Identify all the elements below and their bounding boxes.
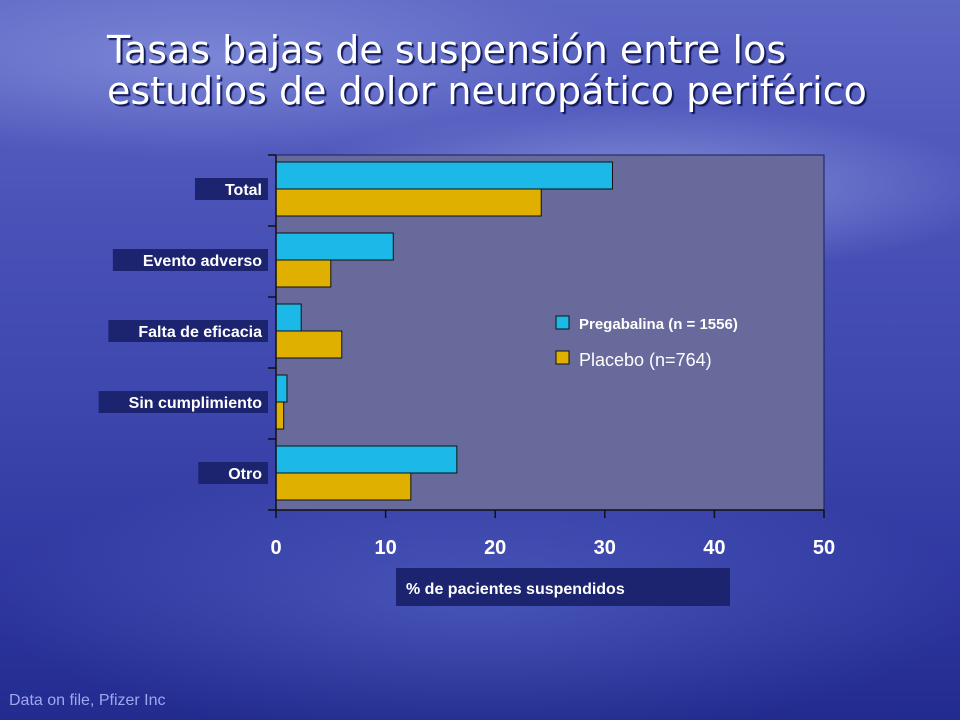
bar-pregabalina-3	[275, 374, 288, 403]
x-axis-label: % de pacientes suspendidos	[406, 581, 625, 598]
legend-label-placebo: Placebo (n=764)	[579, 350, 712, 370]
category-label-4: Otro	[228, 466, 262, 483]
legend-label-pregabalina: Pregabalina (n = 1556)	[579, 316, 738, 333]
bar-placebo-1	[275, 259, 332, 288]
x-tick-label-1: 10	[374, 537, 396, 559]
x-tick-label-3: 30	[594, 537, 616, 559]
x-tick-label-5: 50	[813, 537, 835, 559]
legend-swatch-pregabalina	[555, 315, 570, 330]
x-tick-label-2: 20	[484, 537, 506, 559]
category-label-2: Falta de eficacia	[138, 324, 262, 341]
slide-title: Tasas bajas de suspensión entre los estu…	[107, 30, 927, 112]
footnote: Data on file, Pfizer Inc	[9, 692, 166, 709]
category-label-box-2	[108, 320, 268, 342]
category-label-box-3	[98, 391, 268, 413]
title-line-2: estudios de dolor neuropático periférico	[107, 69, 867, 113]
title-line-1: Tasas bajas de suspensión entre los	[107, 28, 787, 72]
category-label-box-4	[198, 462, 268, 484]
bar-pregabalina-4	[275, 445, 458, 474]
legend-swatch-placebo	[555, 350, 570, 365]
x-axis-label-box	[396, 568, 730, 606]
category-label-box-0	[194, 178, 268, 200]
x-tick-label-4: 40	[703, 537, 725, 559]
category-label-3: Sin cumplimiento	[129, 395, 263, 412]
bar-placebo-3	[275, 401, 285, 430]
bar-pregabalina-1	[275, 232, 394, 261]
bar-placebo-0	[275, 188, 542, 217]
bar-placebo-2	[275, 330, 343, 359]
bar-pregabalina-2	[275, 303, 302, 332]
bar-pregabalina-0	[275, 161, 613, 190]
x-tick-label-0: 0	[270, 537, 281, 559]
category-label-0: Total	[225, 182, 262, 199]
category-label-1: Evento adverso	[143, 253, 262, 270]
bar-placebo-4	[275, 472, 412, 501]
category-label-box-1	[112, 249, 268, 271]
legend: Pregabalina (n = 1556) Placebo (n=764)	[555, 315, 738, 370]
